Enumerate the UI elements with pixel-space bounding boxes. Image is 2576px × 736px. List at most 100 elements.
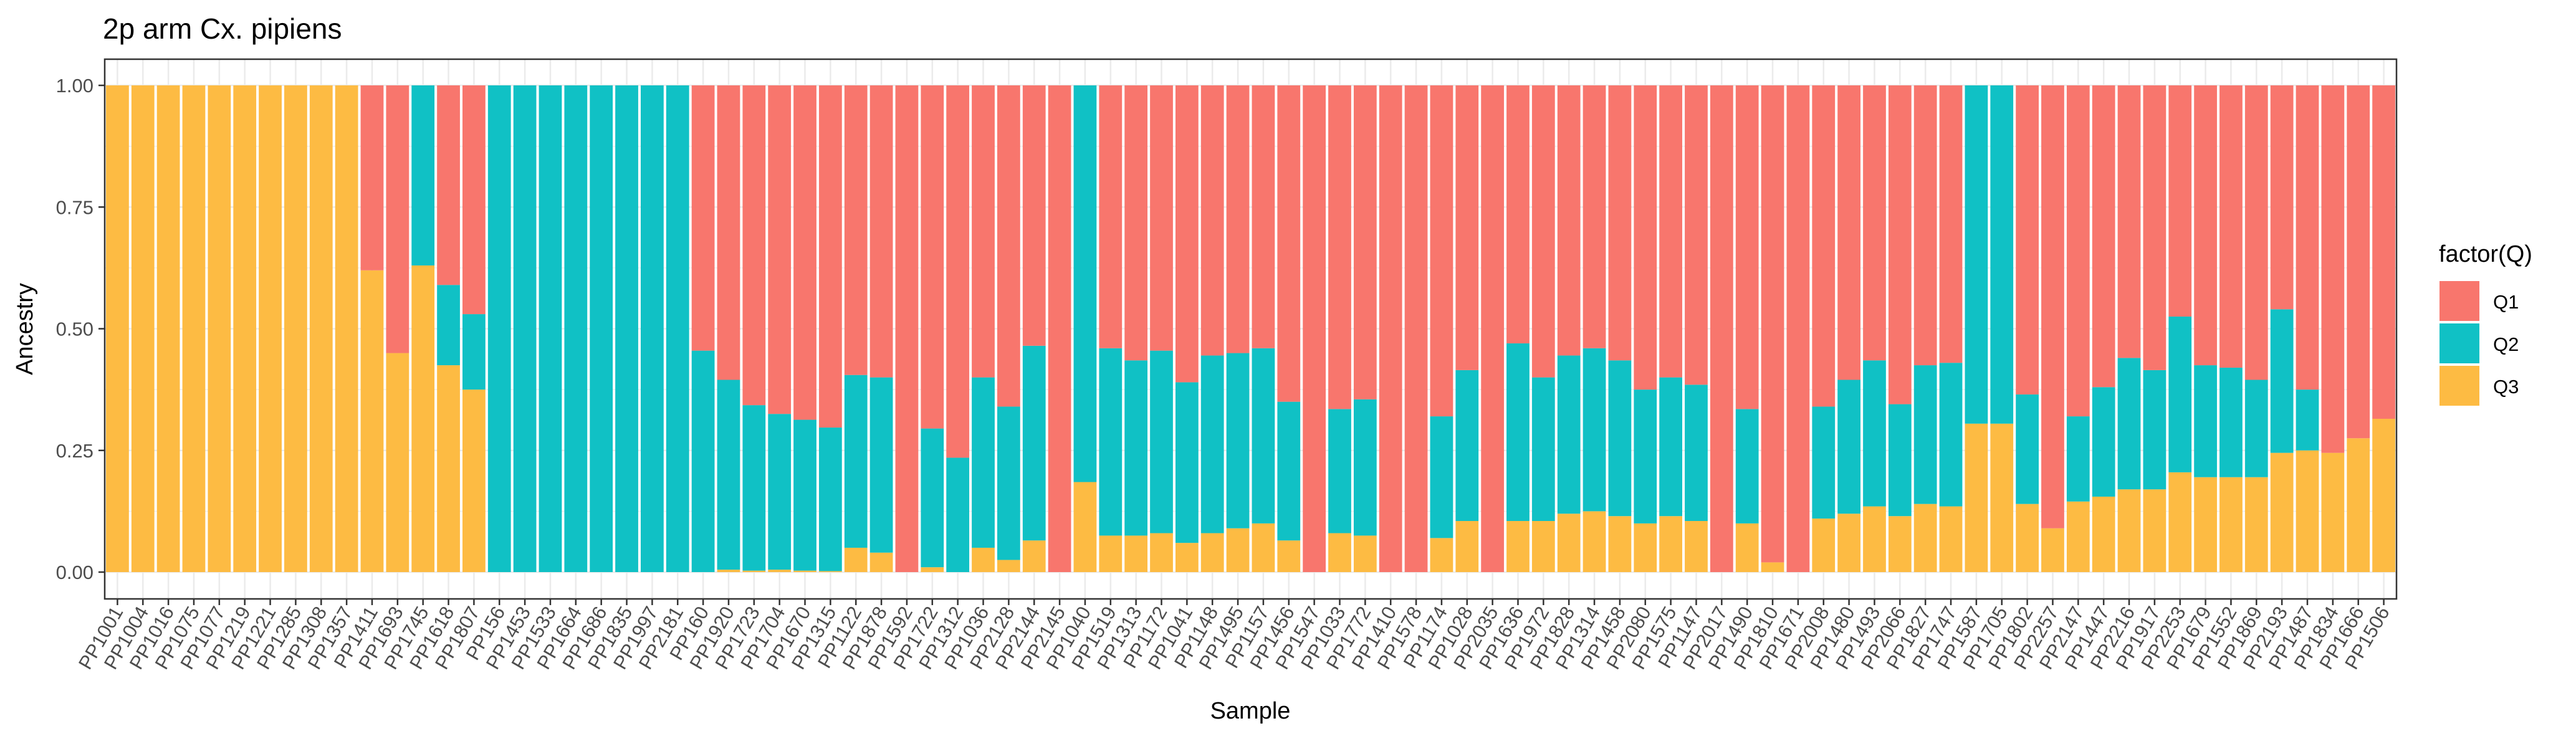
bar-segment-q2: PP1313 Q2: 0.36 <box>1124 360 1148 536</box>
bar-segment-q2: PP1587 Q2: 0.695 <box>1965 85 1988 424</box>
bar-segment-q2: PP1807 Q2: 0.155 <box>462 314 486 390</box>
bar-segment-q2: PP1745 Q2: 0.37 <box>411 85 435 265</box>
bar-segment-q3: PP1172 Q3: 0.08 <box>1150 533 1173 572</box>
bar-segment-q1: PP1723 Q1: 0.657 <box>742 85 766 406</box>
bar-segment-q2: PP1314 Q2: 0.335 <box>1582 348 1606 512</box>
bar-segment-q1: PP2216 Q1: 0.56 <box>2117 85 2141 358</box>
bar-segment-q2: PP1670 Q2: 0.31 <box>793 419 816 571</box>
bar-segment-q3: PP1618 Q3: 0.425 <box>437 365 460 572</box>
bar-segment-q1: PP1033 Q1: 0.665 <box>1328 85 1351 409</box>
legend-label: Q2 <box>2493 333 2519 355</box>
bar-segment-q2: PP1172 Q2: 0.375 <box>1150 350 1173 533</box>
bar-segment-q1: PP1480 Q1: 0.605 <box>1837 85 1860 380</box>
bar-segment-q1: PP1041 Q1: 0.61 <box>1175 85 1199 383</box>
legend-key-q3 <box>2440 366 2479 406</box>
bar-segment-q3: PP1693 Q3: 0.45 <box>386 353 409 572</box>
bar-segment-q1: PP1834 Q1: 0.755 <box>2321 85 2345 453</box>
bar-segment-q3: PP1802 Q3: 0.14 <box>2016 504 2039 572</box>
bar-segment-q2: PP1036 Q2: 0.35 <box>972 377 995 548</box>
bar-segment-q2: PP1493 Q2: 0.3 <box>1863 360 1886 507</box>
bar-segment-q1: PP160 Q1: 0.545 <box>691 85 715 351</box>
bar-segment-q2: PP1636 Q2: 0.365 <box>1506 343 1530 521</box>
bar-segment-q1: PP1772 Q1: 0.645 <box>1353 85 1377 399</box>
bar-segment-q2: PP1312 Q2: 0.235 <box>946 457 970 572</box>
bar-segment-q3: PP1219 Q3: 1 <box>233 85 257 572</box>
bar-segment-q1: PP2193 Q1: 0.46 <box>2270 85 2294 310</box>
bar-segment-q3: PP1147 Q3: 0.105 <box>1685 520 1708 572</box>
bar-segment-q1: PP2144 Q1: 0.535 <box>1022 85 1046 346</box>
bar-segment-q1: PP2017 Q1: 1 <box>1710 85 1733 572</box>
bar-segment-q3: PP1920 Q3: 0.005 <box>717 570 740 572</box>
bar-segment-q2: PP1722 Q2: 0.285 <box>921 428 944 568</box>
y-tick-label: 1.00 <box>56 75 93 97</box>
bar-segment-q1: PP1810 Q1: 0.98 <box>1761 85 1784 563</box>
bar-segment-q2: PP1827 Q2: 0.285 <box>1913 365 1937 504</box>
bar-segment-q3: PP1495 Q3: 0.09 <box>1226 528 1250 572</box>
bar-segment-q1: PP1174 Q1: 0.68 <box>1430 85 1453 417</box>
bar-segment-q1: PP1827 Q1: 0.575 <box>1913 85 1937 366</box>
bar-segment-q2: PP1456 Q2: 0.285 <box>1277 401 1301 541</box>
bar-segment-q3: PP1636 Q3: 0.105 <box>1506 520 1530 572</box>
bar-segment-q3: PP1487 Q3: 0.25 <box>2296 450 2319 572</box>
bar-segment-q1: PP1878 Q1: 0.6 <box>869 85 893 378</box>
bar-segment-q1: PP2145 Q1: 1 <box>1048 85 1071 572</box>
x-axis: PP1001PP1004PP1016PP1075PP1077PP1219PP12… <box>74 599 2394 673</box>
bar-segment-q1: PP2066 Q1: 0.655 <box>1888 85 1912 404</box>
bar-segment-q1: PP1458 Q1: 0.565 <box>1608 85 1632 361</box>
bar-segment-q1: PP1493 Q1: 0.565 <box>1863 85 1886 361</box>
bar-segment-q3: PP1834 Q3: 0.245 <box>2321 452 2345 572</box>
bar-segment-q3: PP2147 Q3: 0.145 <box>2066 501 2090 572</box>
bar-segment-q3: PP1315 Q3: 0.002 <box>818 571 842 572</box>
bar-segment-q2: PP2216 Q2: 0.27 <box>2117 358 2141 490</box>
bar-segment-q1: PP1315 Q1: 0.703 <box>818 85 842 428</box>
bar-segment-q3: PP1878 Q3: 0.04 <box>869 552 893 572</box>
bar-segment-q2: PP1878 Q2: 0.36 <box>869 377 893 553</box>
bar-segment-q3: PP2128 Q3: 0.025 <box>997 560 1020 572</box>
bar-segment-q1: PP1122 Q1: 0.595 <box>844 85 868 375</box>
bar-segment-q3: PP2253 Q3: 0.205 <box>2168 472 2192 572</box>
bar-segment-q2: PP1148 Q2: 0.365 <box>1200 355 1224 533</box>
bar-segment-q1: PP1547 Q1: 1 <box>1303 85 1326 572</box>
bar-segment-q3: PP1456 Q3: 0.065 <box>1277 540 1301 572</box>
y-tick-label: 0.75 <box>56 196 93 218</box>
bar-segment-q2: PP1490 Q2: 0.235 <box>1735 409 1759 523</box>
bar-segment-q2: PP1705 Q2: 0.695 <box>1990 85 2014 424</box>
bar-segment-q1: PP1147 Q1: 0.615 <box>1685 85 1708 385</box>
bar-segment-q3: PP1157 Q3: 0.1 <box>1252 523 1275 572</box>
bar-segment-q3: PP1827 Q3: 0.14 <box>1913 504 1937 572</box>
bar-segment-q1: PP2080 Q1: 0.625 <box>1634 85 1657 390</box>
bar-segment-q1: PP1722 Q1: 0.705 <box>921 85 944 429</box>
bar-segment-q2: PP1835 Q2: 1 <box>615 85 638 572</box>
bar-segment-q3: PP1679 Q3: 0.195 <box>2194 477 2217 572</box>
bar-segment-q2: PP1174 Q2: 0.25 <box>1430 416 1453 538</box>
bar-segment-q2: PP1869 Q2: 0.2 <box>2244 380 2268 477</box>
bar-segment-q3: PP1722 Q3: 0.01 <box>921 567 944 572</box>
bar-segment-q3: PP1285 Q3: 1 <box>284 85 307 572</box>
bar-segment-q2: PP2008 Q2: 0.23 <box>1812 406 1836 519</box>
bar-segment-q3: PP1506 Q3: 0.315 <box>2372 418 2395 572</box>
bar-segment-q2: PP1122 Q2: 0.355 <box>844 375 868 548</box>
y-axis: 0.00 0.25 0.50 0.75 1.00 <box>56 75 105 583</box>
bar-segment-q1: PP1410 Q1: 1 <box>1379 85 1402 572</box>
bar-segment-q1: PP1312 Q1: 0.765 <box>946 85 970 458</box>
bar-segment-q1: PP1495 Q1: 0.55 <box>1226 85 1250 353</box>
x-axis-title: Sample <box>1210 698 1291 724</box>
bar-segment-q2: PP2193 Q2: 0.295 <box>2270 309 2294 453</box>
bar-segment-q3: PP2008 Q3: 0.11 <box>1812 519 1836 572</box>
bar-segment-q1: PP1487 Q1: 0.625 <box>2296 85 2319 390</box>
bar-segment-q1: PP1618 Q1: 0.41 <box>437 85 460 285</box>
bar-segment-q3: PP1869 Q3: 0.195 <box>2244 477 2268 572</box>
legend: factor(Q) Q1 Q2 Q3 <box>2439 241 2532 406</box>
bar-segment-q2: PP1679 Q2: 0.23 <box>2194 365 2217 477</box>
bar-segment-q1: PP1592 Q1: 1 <box>895 85 919 572</box>
bar-segment-q3: PP1917 Q3: 0.17 <box>2143 489 2167 572</box>
bar-segment-q1: PP2008 Q1: 0.66 <box>1812 85 1836 407</box>
bar-segment-q2: PP1772 Q2: 0.28 <box>1353 399 1377 536</box>
bar-segment-q2: PP1315 Q2: 0.295 <box>818 428 842 571</box>
bar-segment-q3: PP1174 Q3: 0.07 <box>1430 538 1453 572</box>
bar-segment-q1: PP1802 Q1: 0.635 <box>2016 85 2039 394</box>
bar-segment-q1: PP2257 Q1: 0.91 <box>2041 85 2064 528</box>
legend-title: factor(Q) <box>2439 241 2532 267</box>
